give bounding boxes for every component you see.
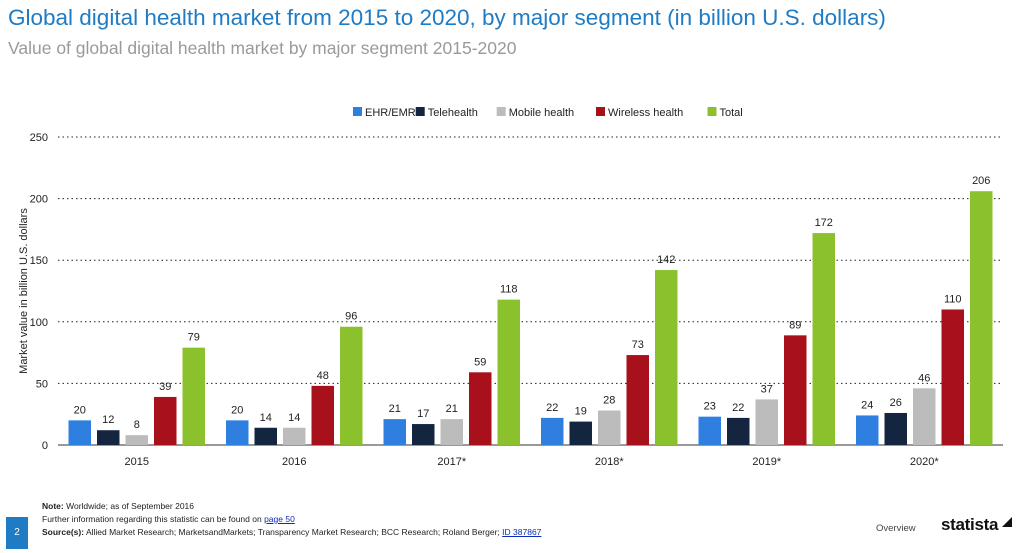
- bar: [655, 270, 678, 445]
- data-label: 20: [231, 404, 243, 416]
- bar: [698, 416, 721, 445]
- bar: [340, 326, 363, 445]
- data-label: 21: [389, 403, 401, 415]
- bar: [283, 427, 306, 445]
- bar: [970, 191, 993, 445]
- y-tick-label: 200: [30, 194, 48, 206]
- data-label: 17: [417, 408, 429, 420]
- legend-label: Wireless health: [608, 107, 683, 119]
- bar: [68, 420, 91, 445]
- page-subtitle: Value of global digital health market by…: [8, 38, 517, 58]
- data-label: 14: [260, 412, 272, 424]
- further-info-text: Further information regarding this stati…: [42, 514, 262, 524]
- bar: [440, 419, 463, 445]
- legend-swatch: [596, 107, 605, 116]
- data-label: 110: [944, 293, 962, 305]
- data-label: 12: [102, 414, 114, 426]
- statista-logo-mark-icon: [1002, 517, 1012, 527]
- data-label: 118: [500, 284, 518, 296]
- bar: [727, 417, 750, 445]
- bar: [626, 355, 649, 445]
- bar: [598, 410, 621, 445]
- bar: [154, 396, 177, 445]
- page-title: Global digital health market from 2015 t…: [8, 5, 886, 30]
- data-label: 19: [575, 406, 587, 418]
- source-label: Source(s):: [42, 527, 85, 537]
- data-label: 79: [188, 332, 200, 344]
- bar: [412, 424, 435, 445]
- data-label: 21: [446, 403, 458, 415]
- bar: [469, 372, 492, 445]
- x-tick-label: 2019*: [752, 456, 781, 468]
- source-text: Allied Market Research; MarketsandMarket…: [85, 527, 500, 537]
- data-label: 20: [74, 404, 86, 416]
- legend-label: Mobile health: [509, 107, 574, 119]
- y-tick-label: 150: [30, 255, 48, 267]
- bar: [497, 299, 520, 445]
- overview-link[interactable]: Overview: [876, 523, 916, 534]
- y-tick-label: 100: [30, 317, 48, 329]
- further-info-link[interactable]: page 50: [264, 514, 295, 524]
- x-tick-label: 2018*: [595, 456, 624, 468]
- data-label: 172: [815, 217, 833, 229]
- legend-label: Telehealth: [428, 107, 478, 119]
- data-label: 26: [890, 397, 902, 409]
- y-axis-title: Market value in billion U.S. dollars: [18, 208, 30, 374]
- x-tick-label: 2015: [125, 456, 149, 468]
- note-label: Note:: [42, 501, 64, 511]
- bar: [913, 388, 936, 445]
- bar: [941, 309, 964, 445]
- bar: [812, 233, 835, 445]
- bar: [311, 385, 334, 445]
- bar: [254, 427, 277, 445]
- y-tick-label: 0: [42, 440, 48, 452]
- bar: [569, 421, 592, 445]
- page-number: 2: [6, 517, 28, 549]
- x-tick-label: 2016: [282, 456, 306, 468]
- bar: [182, 347, 205, 445]
- data-label: 46: [918, 372, 930, 384]
- y-tick-label: 250: [30, 132, 48, 144]
- legend-label: EHR/EMR: [365, 107, 416, 119]
- bar: [226, 420, 249, 445]
- legend-swatch: [415, 107, 425, 116]
- bar: [856, 415, 879, 445]
- data-label: 73: [632, 339, 644, 351]
- data-label: 206: [972, 175, 990, 187]
- legend-label: Total: [720, 107, 743, 119]
- data-label: 8: [134, 419, 140, 431]
- data-label: 24: [861, 399, 873, 411]
- bar: [541, 417, 564, 445]
- legend-swatch: [496, 107, 506, 116]
- data-label: 28: [603, 395, 615, 407]
- data-label: 48: [317, 370, 329, 382]
- source-id-link[interactable]: ID 387867: [502, 527, 542, 537]
- data-label: 14: [288, 412, 300, 424]
- bar: [97, 430, 120, 445]
- legend-swatch: [353, 107, 362, 116]
- bar: [383, 419, 406, 445]
- x-tick-label: 2020*: [910, 456, 939, 468]
- statista-logo: statista: [941, 515, 999, 534]
- data-label: 89: [789, 319, 801, 331]
- notes-section: Note: Worldwide; as of September 2016 Fu…: [42, 500, 541, 539]
- data-label: 22: [546, 402, 558, 414]
- bar: [784, 335, 807, 445]
- bar: [125, 435, 148, 445]
- bar: [884, 412, 907, 445]
- x-tick-label: 2017*: [437, 456, 466, 468]
- data-label: 39: [159, 381, 171, 393]
- legend-swatch: [707, 107, 717, 116]
- bar: [755, 399, 778, 445]
- note-text: Worldwide; as of September 2016: [66, 501, 194, 511]
- data-label: 96: [345, 311, 357, 323]
- bar-chart: 0 50 100 150 200 250 Market value in billion U…: [18, 107, 1003, 468]
- data-label: 23: [704, 401, 716, 413]
- data-label: 142: [657, 254, 675, 266]
- data-label: 59: [474, 356, 486, 368]
- y-tick-label: 50: [36, 378, 48, 390]
- data-label: 22: [732, 402, 744, 414]
- data-label: 37: [761, 383, 773, 395]
